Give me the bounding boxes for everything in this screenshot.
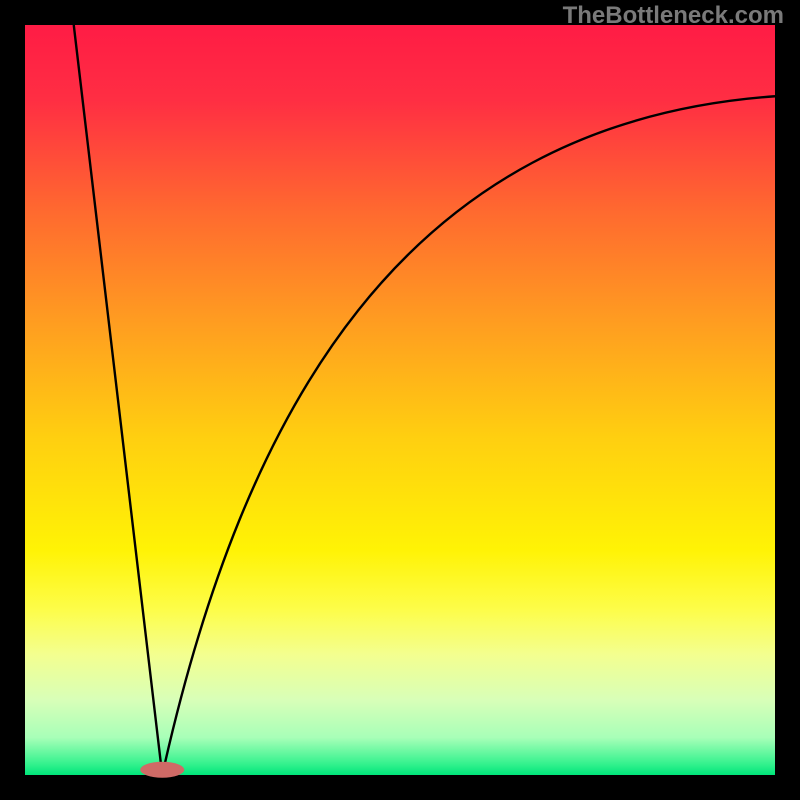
chart-container: { "meta": { "width": 800, "height": 800,… xyxy=(0,0,800,800)
chart-svg xyxy=(0,0,800,800)
watermark-text: TheBottleneck.com xyxy=(563,2,784,30)
bottleneck-marker xyxy=(140,762,184,778)
plot-background xyxy=(25,25,775,775)
